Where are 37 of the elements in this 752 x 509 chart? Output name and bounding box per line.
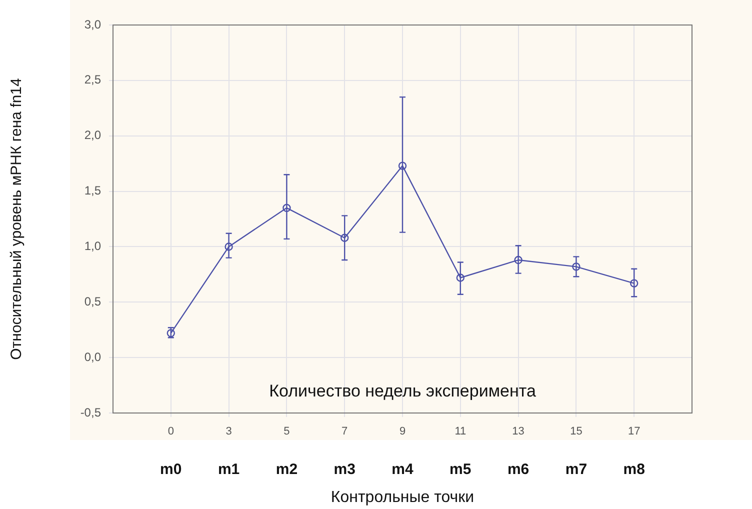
point	[630, 279, 638, 288]
x-tick-label: 13	[512, 426, 524, 438]
x-tick-label: 0	[168, 426, 174, 438]
y-axis-title: Относительный уровень мРНК гена fn14	[8, 78, 26, 360]
x-tick-label: 17	[628, 426, 640, 438]
text: m5	[450, 461, 472, 478]
y-tick-label: 3,0	[84, 17, 102, 32]
point	[398, 162, 407, 170]
text: m0	[160, 461, 182, 478]
text: m4	[392, 461, 414, 478]
x-tick-label: 9	[399, 426, 406, 438]
x-tick-label: 3	[226, 426, 232, 438]
y-tick-label: 2,5	[84, 72, 102, 87]
point	[340, 234, 349, 242]
y-tick-label: 1,5	[84, 184, 102, 198]
y-tick-label: 0,5	[84, 294, 102, 308]
text: m6	[507, 461, 530, 478]
point	[282, 204, 291, 212]
text: m7	[565, 461, 588, 478]
text: m8	[623, 461, 645, 478]
point	[224, 242, 233, 251]
y-tick-label: 1,0	[84, 239, 102, 254]
text: m3	[334, 461, 356, 478]
x-tick-label: 11	[454, 426, 466, 438]
annotation: Количество недель эксперимента	[269, 382, 536, 401]
y-tick-label: 2,0	[84, 128, 102, 142]
text: m2	[276, 461, 298, 478]
y-tick-label: 0,0	[84, 350, 102, 364]
y-tick-label: -0,5	[80, 405, 102, 420]
x-axis-title: Контрольные точки	[330, 488, 474, 506]
point	[456, 274, 464, 282]
text: m1	[218, 461, 240, 478]
x-tick-label: 5	[284, 426, 290, 438]
point	[572, 262, 580, 271]
x-tick-label: 15	[570, 426, 582, 438]
point	[514, 256, 522, 264]
x-tick-label: 7	[342, 426, 348, 438]
